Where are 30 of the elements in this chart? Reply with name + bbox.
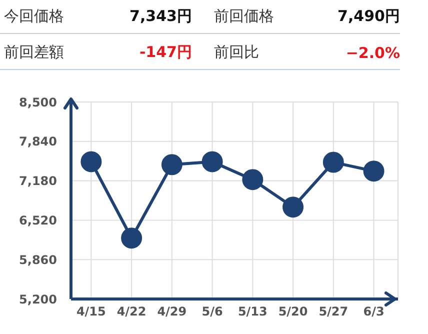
- x-tick-label: 5/13: [238, 304, 268, 319]
- y-tick-label: 6,520: [19, 213, 57, 228]
- point: [161, 154, 182, 176]
- text: 7,490円: [336, 7, 400, 26]
- x-tick-label: 5/20: [278, 304, 308, 319]
- point: [242, 169, 264, 190]
- x-tick-label: 6/3: [363, 304, 384, 319]
- y-tick-label: 8,500: [19, 95, 57, 110]
- text: 前回差額: [3, 43, 65, 62]
- point: [282, 196, 304, 218]
- point: [322, 152, 344, 173]
- y-tick-label: 5,860: [19, 252, 57, 267]
- y-tick-label: 7,180: [19, 174, 57, 188]
- text: 前回価格: [212, 7, 275, 26]
- text: −2.0%: [344, 44, 400, 62]
- text: 今回価格: [3, 7, 65, 26]
- x-tick-label: 4/22: [116, 304, 146, 319]
- x-tick-label: 5/6: [202, 304, 223, 319]
- point: [80, 151, 102, 172]
- x-tick-label: 5/27: [318, 304, 348, 319]
- point: [121, 228, 142, 249]
- x-tick-label: 4/15: [76, 304, 106, 319]
- point: [202, 151, 223, 172]
- text: 7,343円: [128, 7, 192, 26]
- y-tick-label: 7,840: [19, 134, 57, 149]
- point: [363, 160, 384, 182]
- text: -147円: [138, 43, 192, 62]
- text: 前回比: [212, 43, 260, 62]
- x-tick-label: 4/29: [157, 304, 187, 319]
- y-tick-label: 5,200: [19, 292, 57, 306]
